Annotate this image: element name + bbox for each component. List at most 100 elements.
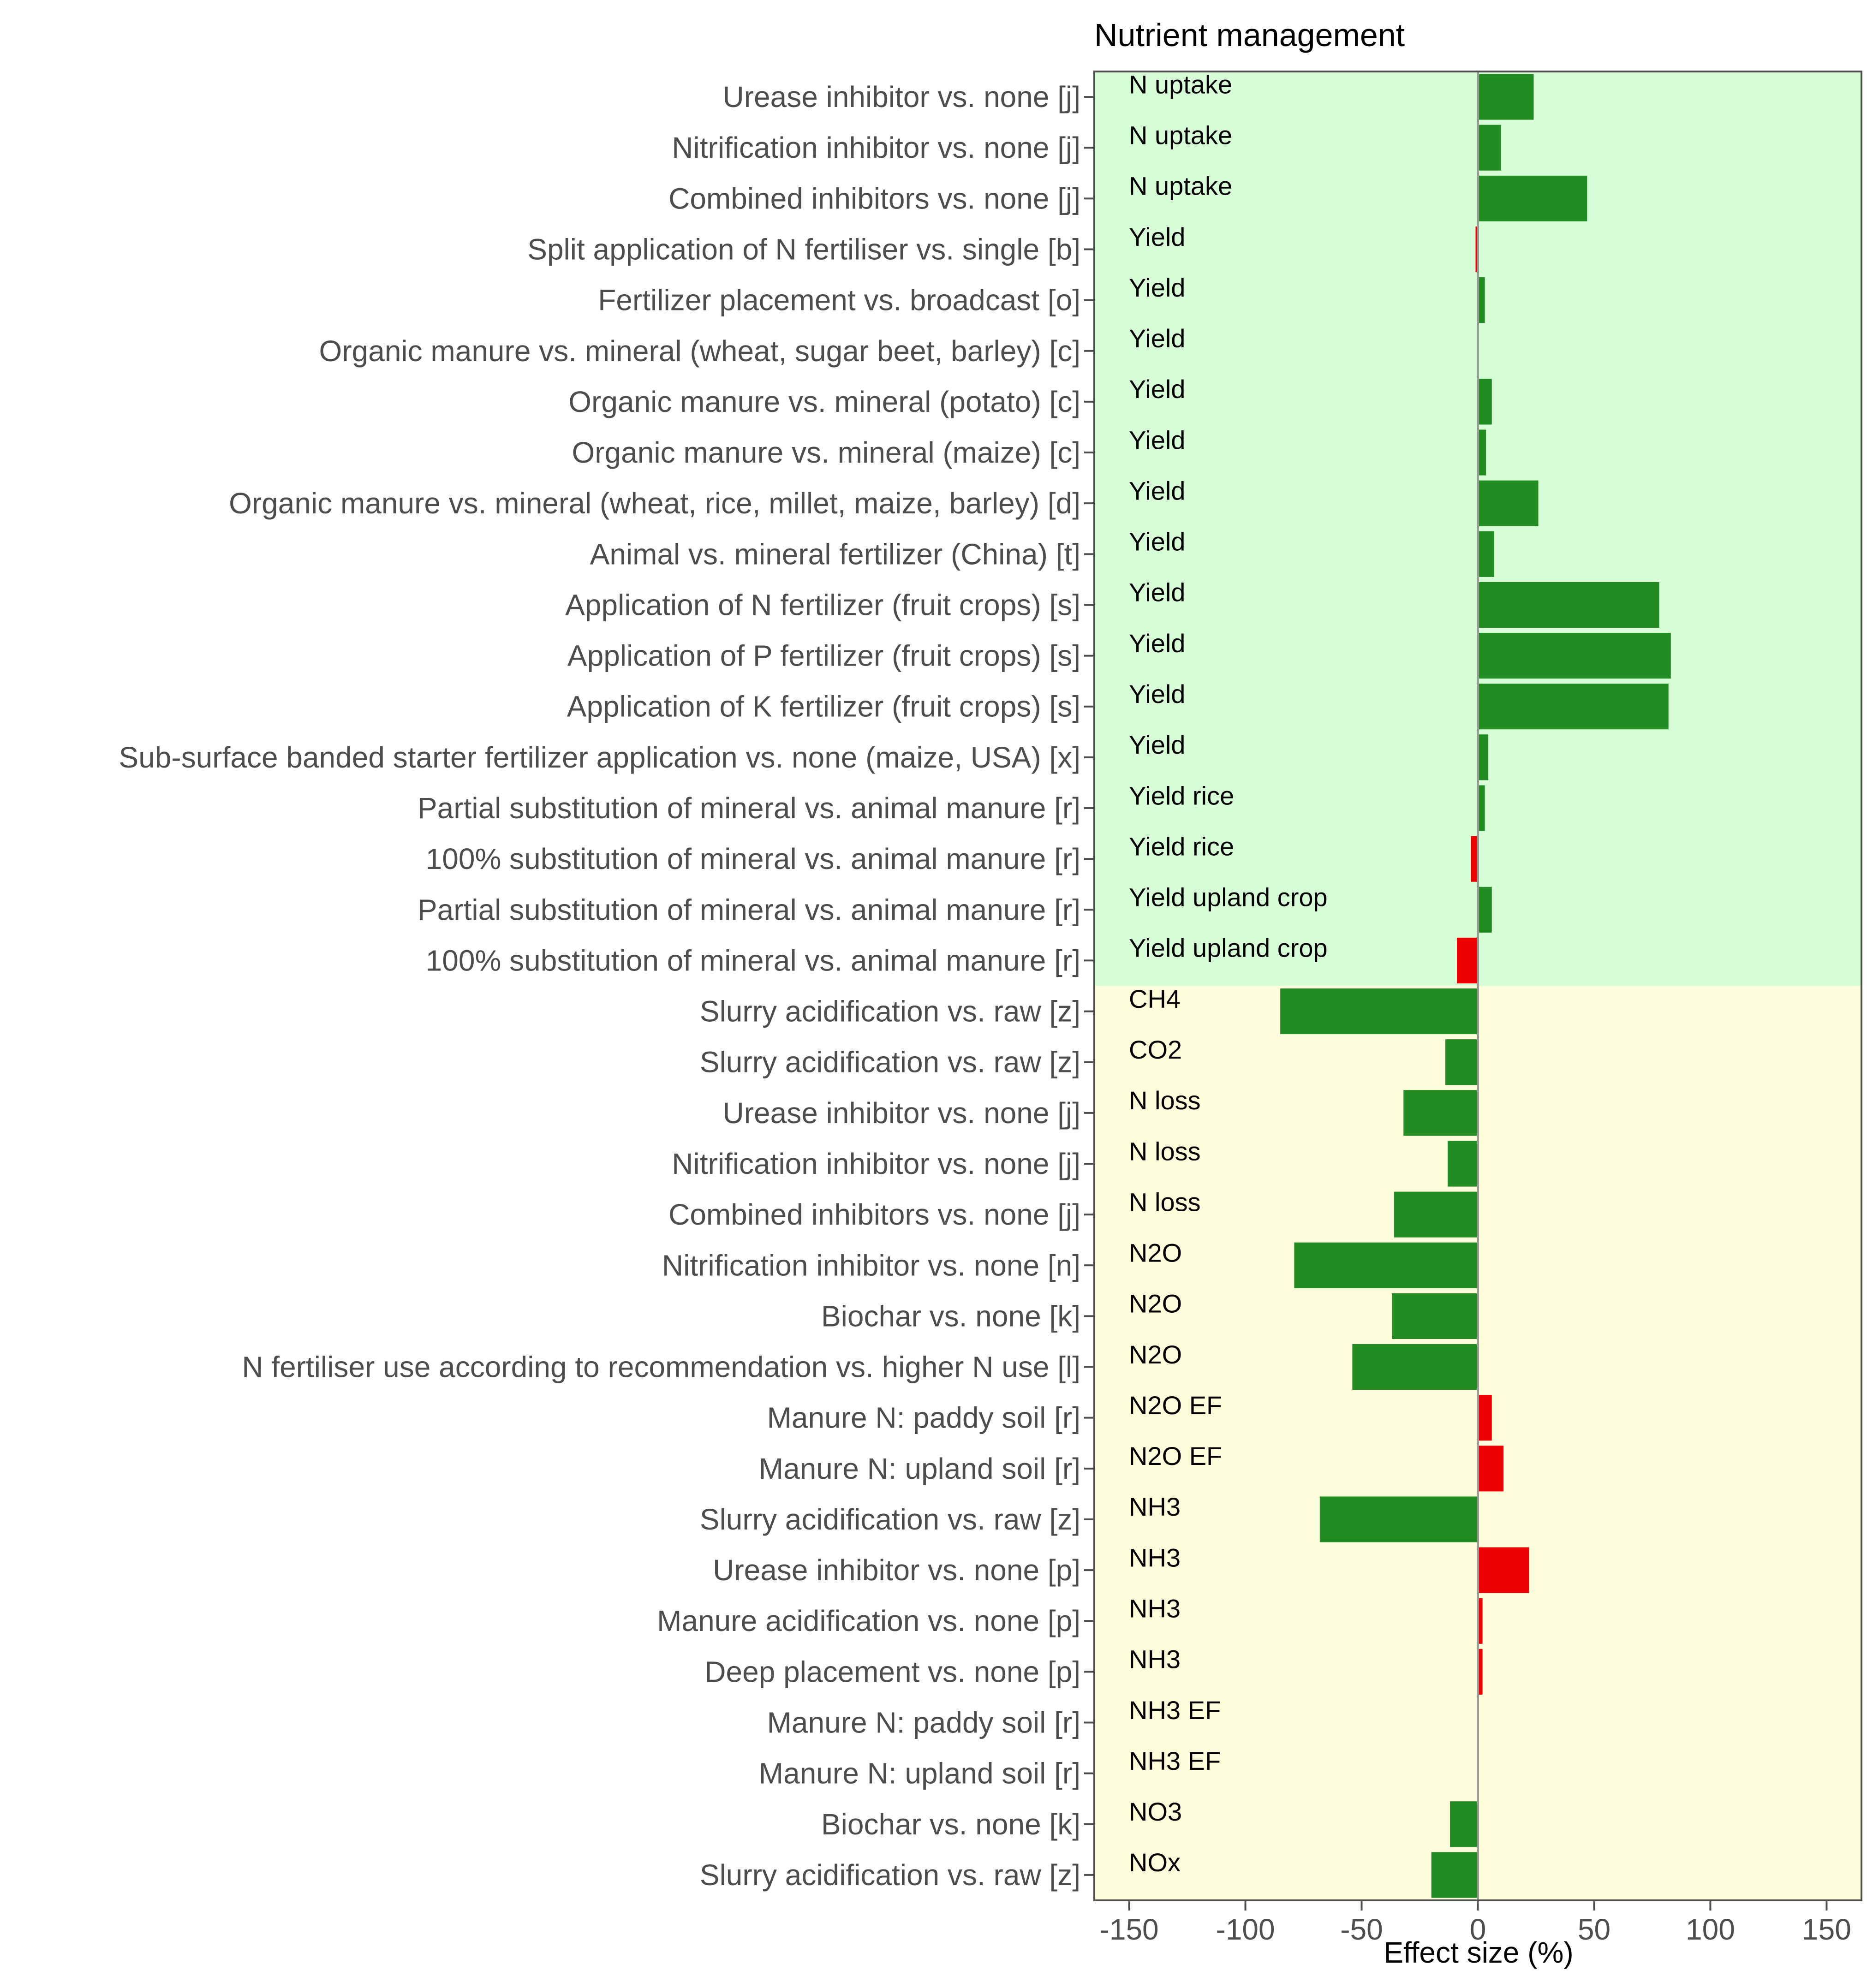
bar bbox=[1478, 633, 1671, 679]
row-label: Manure acidification vs. none [p] bbox=[657, 1604, 1080, 1637]
x-axis-title: Effect size (%) bbox=[1384, 1936, 1573, 1969]
bar bbox=[1457, 937, 1478, 983]
row-label: Manure N: upland soil [r] bbox=[759, 1757, 1080, 1790]
row-label: Nitrification inhibitor vs. none [n] bbox=[662, 1249, 1080, 1282]
indicator-label: CH4 bbox=[1129, 984, 1181, 1013]
bar bbox=[1478, 1446, 1503, 1492]
x-tick-label: 50 bbox=[1578, 1913, 1611, 1946]
row-label: Slurry acidification vs. raw [z] bbox=[700, 1858, 1080, 1892]
indicator-label: NH3 bbox=[1129, 1594, 1181, 1623]
bar bbox=[1475, 226, 1478, 273]
bar bbox=[1392, 1293, 1478, 1339]
row-label: Urease inhibitor vs. none [p] bbox=[713, 1553, 1080, 1587]
row-label: Organic manure vs. mineral (wheat, sugar… bbox=[319, 334, 1080, 368]
plot-frame bbox=[1093, 71, 1862, 1901]
x-axis: -150 -100 -50 0 50 100 150 bbox=[1100, 1900, 1851, 1946]
bar bbox=[1478, 175, 1587, 221]
chart-title: Nutrient management bbox=[1094, 17, 1405, 53]
row-label: Manure N: upland soil [r] bbox=[759, 1452, 1080, 1485]
row-label: Fertilizer placement vs. broadcast [o] bbox=[598, 284, 1080, 317]
bar bbox=[1478, 887, 1492, 933]
bar bbox=[1478, 1649, 1483, 1695]
bar bbox=[1431, 1852, 1478, 1898]
row-label: Nitrification inhibitor vs. none [j] bbox=[672, 1147, 1080, 1180]
indicator-label: Yield bbox=[1129, 375, 1185, 404]
indicator-label: Yield bbox=[1129, 679, 1185, 708]
row-label: Application of N fertilizer (fruit crops… bbox=[565, 588, 1080, 621]
indicator-label: CO2 bbox=[1129, 1035, 1182, 1064]
row-label: Slurry acidification vs. raw [z] bbox=[700, 1503, 1080, 1536]
indicator-label: NH3 bbox=[1129, 1492, 1181, 1521]
indicator-label: NH3 EF bbox=[1129, 1746, 1221, 1775]
row-label: Nitrification inhibitor vs. none [j] bbox=[672, 131, 1080, 164]
indicator-label: Yield bbox=[1129, 222, 1185, 251]
row-label: Partial substitution of mineral vs. anim… bbox=[418, 893, 1080, 926]
indicator-label: Yield bbox=[1129, 730, 1185, 759]
row-label: Urease inhibitor vs. none [j] bbox=[723, 80, 1081, 113]
bars-group bbox=[1280, 74, 1671, 1898]
indicator-label: Yield upland crop bbox=[1129, 934, 1328, 963]
indicator-label: N2O bbox=[1129, 1238, 1182, 1268]
row-label: Organic manure vs. mineral (maize) [c] bbox=[572, 436, 1080, 469]
row-label: Organic manure vs. mineral (wheat, rice,… bbox=[229, 487, 1080, 520]
x-tick-label: -50 bbox=[1340, 1913, 1383, 1946]
indicator-label: NH3 bbox=[1129, 1543, 1181, 1572]
row-label: Biochar vs. none [k] bbox=[821, 1299, 1080, 1333]
row-label: Animal vs. mineral fertilizer (China) [t… bbox=[590, 537, 1080, 571]
indicator-label: Yield upland crop bbox=[1129, 883, 1328, 912]
bar bbox=[1478, 277, 1485, 323]
row-label: Application of K fertilizer (fruit crops… bbox=[567, 690, 1080, 723]
indicator-label: NH3 EF bbox=[1129, 1696, 1221, 1725]
bar bbox=[1478, 125, 1501, 171]
row-label: Urease inhibitor vs. none [j] bbox=[723, 1096, 1081, 1130]
row-label: Sub-surface banded starter fertilizer ap… bbox=[119, 741, 1081, 774]
x-tick-label: 100 bbox=[1686, 1913, 1735, 1946]
x-tick-label: -150 bbox=[1100, 1913, 1159, 1946]
indicator-label: Yield bbox=[1129, 578, 1185, 607]
indicator-label: N2O EF bbox=[1129, 1391, 1222, 1420]
row-label: Application of P fertilizer (fruit crops… bbox=[567, 639, 1080, 673]
indicator-label: N loss bbox=[1129, 1187, 1201, 1216]
bar bbox=[1403, 1090, 1478, 1136]
indicator-label: Yield bbox=[1129, 273, 1185, 302]
indicator-label: N loss bbox=[1129, 1086, 1201, 1115]
indicator-label: Yield rice bbox=[1129, 781, 1234, 810]
indicator-label: Yield bbox=[1129, 476, 1185, 505]
row-label: Partial substitution of mineral vs. anim… bbox=[418, 792, 1080, 825]
bar bbox=[1394, 1191, 1478, 1238]
bar bbox=[1478, 429, 1486, 476]
row-label: Split application of N fertiliser vs. si… bbox=[527, 232, 1080, 266]
bar bbox=[1478, 1598, 1483, 1644]
row-label: Biochar vs. none [k] bbox=[821, 1808, 1080, 1841]
bar bbox=[1294, 1242, 1478, 1288]
bar bbox=[1478, 1395, 1492, 1441]
bar bbox=[1478, 379, 1492, 425]
indicator-label: N uptake bbox=[1129, 172, 1232, 201]
bar bbox=[1471, 836, 1478, 882]
bar bbox=[1319, 1496, 1478, 1542]
row-label: Organic manure vs. mineral (potato) [c] bbox=[568, 385, 1080, 418]
indicator-label: NOx bbox=[1129, 1848, 1181, 1877]
indicator-label: Yield bbox=[1129, 324, 1185, 353]
indicator-label: NH3 bbox=[1129, 1645, 1181, 1674]
row-label: Slurry acidification vs. raw [z] bbox=[700, 995, 1080, 1028]
row-label: Manure N: paddy soil [r] bbox=[767, 1401, 1080, 1434]
row-label: N fertiliser use according to recommenda… bbox=[242, 1351, 1080, 1384]
indicator-label: Yield bbox=[1129, 527, 1185, 556]
bar bbox=[1478, 74, 1534, 120]
row-label: Deep placement vs. none [p] bbox=[704, 1655, 1080, 1688]
row-label: Slurry acidification vs. raw [z] bbox=[700, 1046, 1080, 1079]
indicator-label: Yield rice bbox=[1129, 832, 1234, 861]
row-label: Combined inhibitors vs. none [j] bbox=[668, 182, 1080, 215]
x-tick-label: 0 bbox=[1470, 1913, 1486, 1946]
bar bbox=[1450, 1801, 1478, 1847]
bar bbox=[1352, 1344, 1478, 1390]
row-label: Manure N: paddy soil [r] bbox=[767, 1706, 1080, 1739]
bar bbox=[1478, 582, 1659, 628]
row-labels-group: Urease inhibitor vs. none [j] Nitrificati… bbox=[119, 80, 1094, 1892]
bar bbox=[1478, 734, 1489, 780]
row-label: 100% substitution of mineral vs. animal … bbox=[426, 944, 1080, 977]
indicator-labels-group: N uptake N uptake N uptake Yield Yield Yield Y… bbox=[1129, 70, 1328, 1877]
bar bbox=[1478, 1547, 1529, 1593]
